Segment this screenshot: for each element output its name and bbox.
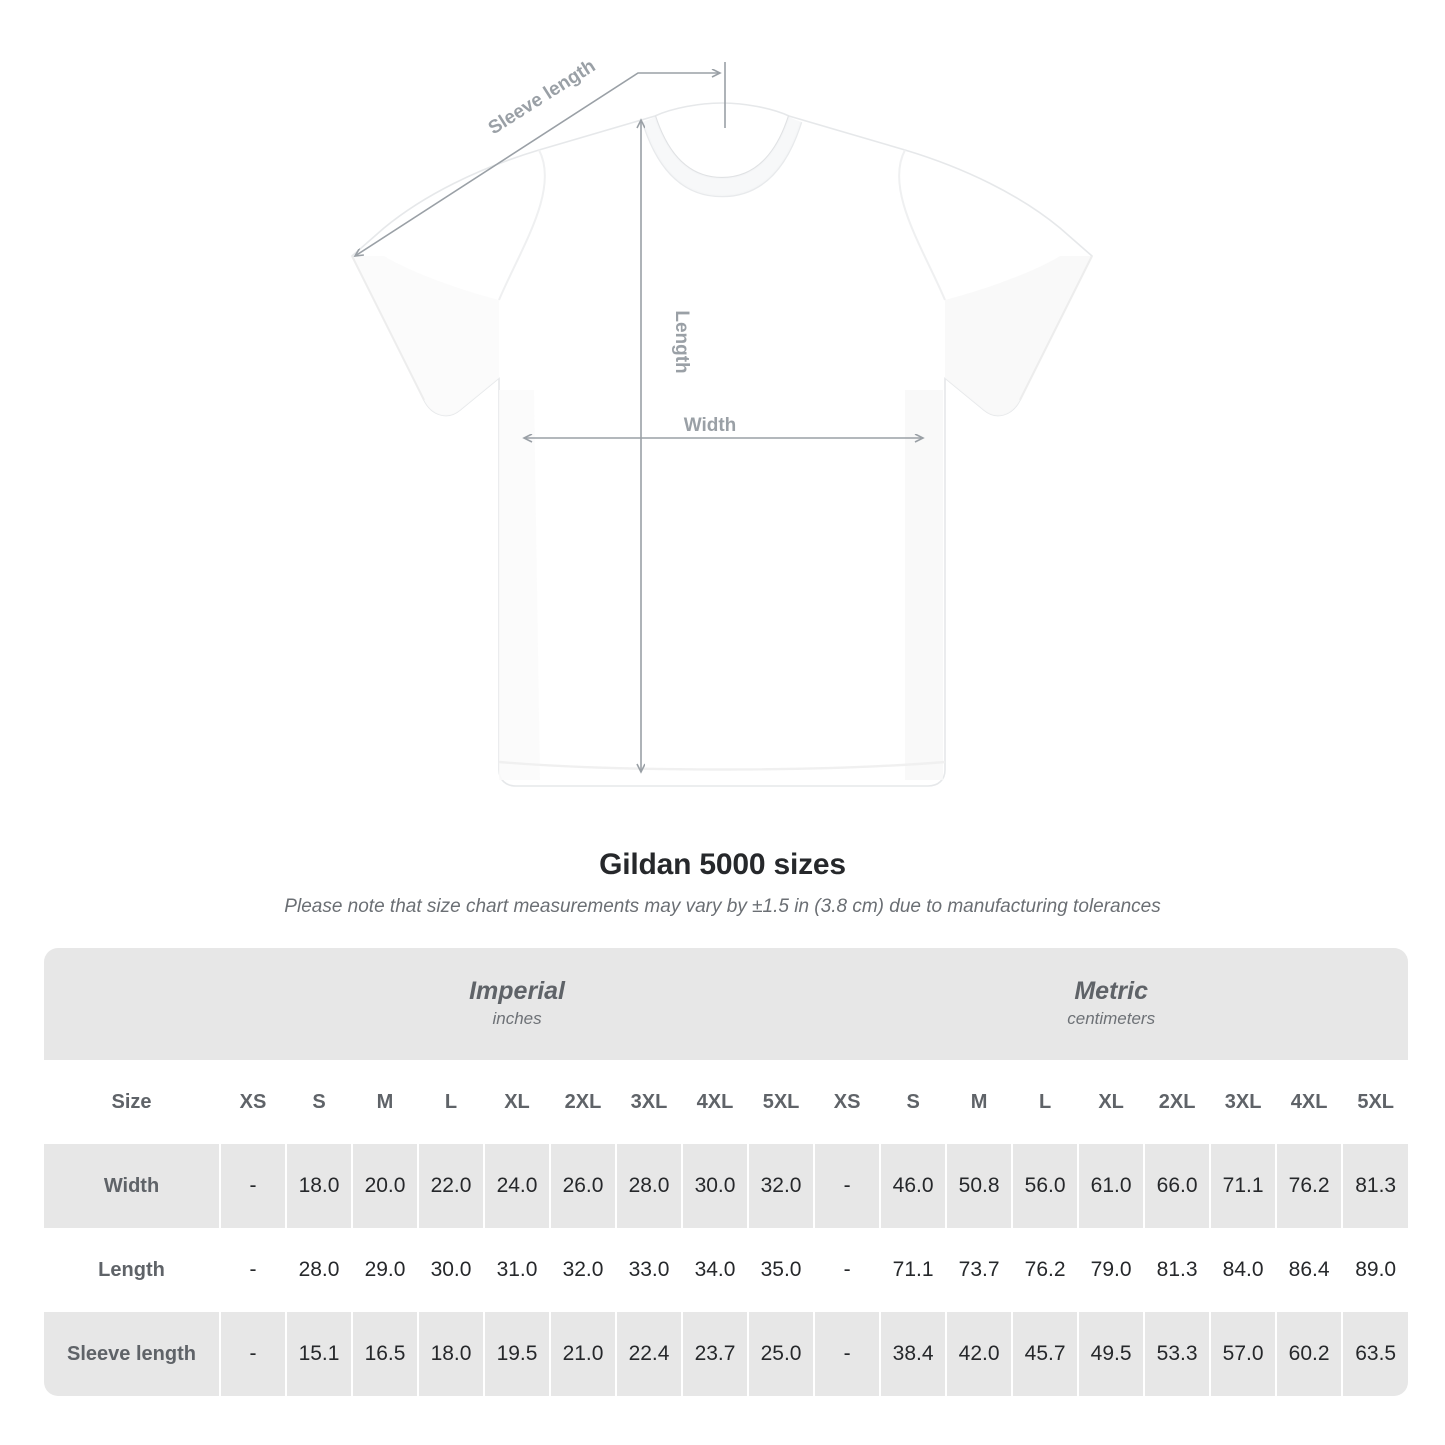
column-header-imperial-l: L xyxy=(417,1060,484,1144)
cell-length-imperial-l: 30.0 xyxy=(417,1228,484,1312)
column-header-metric-s: S xyxy=(879,1060,947,1144)
row-label-width: Width xyxy=(44,1144,220,1228)
cell-length-metric-3xl: 84.0 xyxy=(1209,1228,1277,1312)
cell-width-imperial-5xl: 32.0 xyxy=(746,1144,815,1228)
table-row: Width -18.0 20.0 22.0 24.0 26.0 28.0 30.0 32.0-4… xyxy=(44,1144,1409,1228)
cell-width-imperial-2xl: 26.0 xyxy=(549,1144,616,1228)
row-label-sleeve-length: Sleeve length xyxy=(44,1312,220,1396)
column-header-metric-3xl: 3XL xyxy=(1209,1060,1277,1144)
cell-sleeve-length-imperial-m: 16.5 xyxy=(351,1312,418,1396)
table-row: Length -28.0 29.0 30.0 31.0 32.0 33.0 34.0 35.0-… xyxy=(44,1228,1409,1312)
column-header-imperial-xs: XS xyxy=(219,1060,286,1144)
size-chart-table-container: Imperial inches Metric centimeters Size … xyxy=(44,948,1409,1396)
column-header-metric-5xl: 5XL xyxy=(1341,1060,1409,1144)
cell-sleeve-length-imperial-2xl: 21.0 xyxy=(549,1312,616,1396)
cell-width-imperial-xs: - xyxy=(219,1144,286,1228)
sleeve-length-label: Sleeve length xyxy=(485,56,600,140)
cell-sleeve-length-metric-5xl: 63.5 xyxy=(1341,1312,1409,1396)
cell-length-metric-s: 71.1 xyxy=(879,1228,947,1312)
column-header-metric-m: M xyxy=(945,1060,1013,1144)
cell-width-metric-3xl: 71.1 xyxy=(1209,1144,1277,1228)
unit-group-imperial: Imperial inches xyxy=(220,948,815,1060)
cell-sleeve-length-metric-m: 42.0 xyxy=(945,1312,1013,1396)
tolerance-note: Please note that size chart measurements… xyxy=(284,896,1161,917)
cell-length-metric-xs: - xyxy=(813,1228,881,1312)
column-header-metric-l: L xyxy=(1011,1060,1079,1144)
unit-group-imperial-sub: inches xyxy=(492,1008,542,1028)
cell-width-metric-4xl: 76.2 xyxy=(1275,1144,1343,1228)
cell-width-imperial-s: 18.0 xyxy=(285,1144,352,1228)
cell-width-metric-5xl: 81.3 xyxy=(1341,1144,1409,1228)
column-header-imperial-2xl: 2XL xyxy=(549,1060,616,1144)
sleeve-length-measure xyxy=(355,62,726,256)
column-header-metric-xs: XS xyxy=(813,1060,881,1144)
cell-length-metric-l: 76.2 xyxy=(1011,1228,1079,1312)
column-header-imperial-s: S xyxy=(285,1060,352,1144)
column-header-metric-xl: XL xyxy=(1077,1060,1145,1144)
cell-sleeve-length-metric-2xl: 53.3 xyxy=(1143,1312,1211,1396)
cell-sleeve-length-imperial-xs: - xyxy=(219,1312,286,1396)
cell-width-metric-m: 50.8 xyxy=(945,1144,1013,1228)
shirt-body xyxy=(351,102,1093,787)
cell-length-metric-2xl: 81.3 xyxy=(1143,1228,1211,1312)
column-header-metric-4xl: 4XL xyxy=(1275,1060,1343,1144)
column-header-size: Size xyxy=(44,1060,220,1144)
cell-length-metric-xl: 79.0 xyxy=(1077,1228,1145,1312)
tshirt-illustration: Sleeve length Length Width xyxy=(351,56,1093,787)
column-header-metric-2xl: 2XL xyxy=(1143,1060,1211,1144)
cell-width-metric-xl: 61.0 xyxy=(1077,1144,1145,1228)
cell-sleeve-length-imperial-3xl: 22.4 xyxy=(615,1312,682,1396)
column-header-imperial-3xl: 3XL xyxy=(615,1060,682,1144)
page-title: Gildan 5000 sizes xyxy=(599,848,846,881)
cell-sleeve-length-metric-4xl: 60.2 xyxy=(1275,1312,1343,1396)
tshirt-diagram: Sleeve length Length Width xyxy=(351,56,1093,787)
column-header-imperial-xl: XL xyxy=(483,1060,550,1144)
cell-length-metric-m: 73.7 xyxy=(945,1228,1013,1312)
unit-group-imperial-name: Imperial xyxy=(469,976,565,1005)
row-label-length: Length xyxy=(44,1228,220,1312)
size-chart-table: Imperial inches Metric centimeters Size … xyxy=(44,948,1409,1396)
unit-group-metric-sub: centimeters xyxy=(1067,1008,1156,1028)
cell-length-imperial-2xl: 32.0 xyxy=(549,1228,616,1312)
cell-width-metric-l: 56.0 xyxy=(1011,1144,1079,1228)
cell-sleeve-length-metric-xs: - xyxy=(813,1312,881,1396)
column-header-imperial-5xl: 5XL xyxy=(746,1060,815,1144)
column-header-imperial-m: M xyxy=(351,1060,418,1144)
cell-width-imperial-4xl: 30.0 xyxy=(681,1144,748,1228)
width-label: Width xyxy=(684,415,737,436)
cell-width-metric-xs: - xyxy=(813,1144,881,1228)
table-header-row: Size XS S M L XL 2XL 3XL 4XL 5XL XS S M L XL 2XL 3XL 4XL… xyxy=(44,1060,1409,1144)
cell-sleeve-length-imperial-4xl: 23.7 xyxy=(681,1312,748,1396)
cell-sleeve-length-metric-3xl: 57.0 xyxy=(1209,1312,1277,1396)
cell-length-imperial-5xl: 35.0 xyxy=(746,1228,815,1312)
cell-sleeve-length-metric-xl: 49.5 xyxy=(1077,1312,1145,1396)
length-label: Length xyxy=(671,310,692,373)
cell-sleeve-length-imperial-5xl: 25.0 xyxy=(746,1312,815,1396)
unit-group-metric-name: Metric xyxy=(1074,976,1148,1005)
cell-sleeve-length-imperial-s: 15.1 xyxy=(285,1312,352,1396)
unit-band-spacer xyxy=(44,948,220,1060)
cell-sleeve-length-metric-l: 45.7 xyxy=(1011,1312,1079,1396)
cell-sleeve-length-imperial-l: 18.0 xyxy=(417,1312,484,1396)
cell-width-imperial-xl: 24.0 xyxy=(483,1144,550,1228)
cell-width-imperial-3xl: 28.0 xyxy=(615,1144,682,1228)
unit-group-row: Imperial inches Metric centimeters xyxy=(44,948,1409,1060)
cell-length-imperial-s: 28.0 xyxy=(285,1228,352,1312)
cell-length-metric-5xl: 89.0 xyxy=(1341,1228,1409,1312)
cell-length-imperial-xs: - xyxy=(219,1228,286,1312)
cell-width-metric-s: 46.0 xyxy=(879,1144,947,1228)
cell-length-imperial-m: 29.0 xyxy=(351,1228,418,1312)
column-header-imperial-4xl: 4XL xyxy=(681,1060,748,1144)
cell-width-metric-2xl: 66.0 xyxy=(1143,1144,1211,1228)
unit-group-metric: Metric centimeters xyxy=(814,948,1409,1060)
cell-length-imperial-4xl: 34.0 xyxy=(681,1228,748,1312)
cell-length-metric-4xl: 86.4 xyxy=(1275,1228,1343,1312)
cell-length-imperial-3xl: 33.0 xyxy=(615,1228,682,1312)
table-row: Sleeve length -15.1 16.5 18.0 19.5 21.0 22.4 23… xyxy=(44,1312,1409,1396)
cell-width-imperial-m: 20.0 xyxy=(351,1144,418,1228)
cell-sleeve-length-metric-s: 38.4 xyxy=(879,1312,947,1396)
cell-sleeve-length-imperial-xl: 19.5 xyxy=(483,1312,550,1396)
cell-length-imperial-xl: 31.0 xyxy=(483,1228,550,1312)
cell-width-imperial-l: 22.0 xyxy=(417,1144,484,1228)
